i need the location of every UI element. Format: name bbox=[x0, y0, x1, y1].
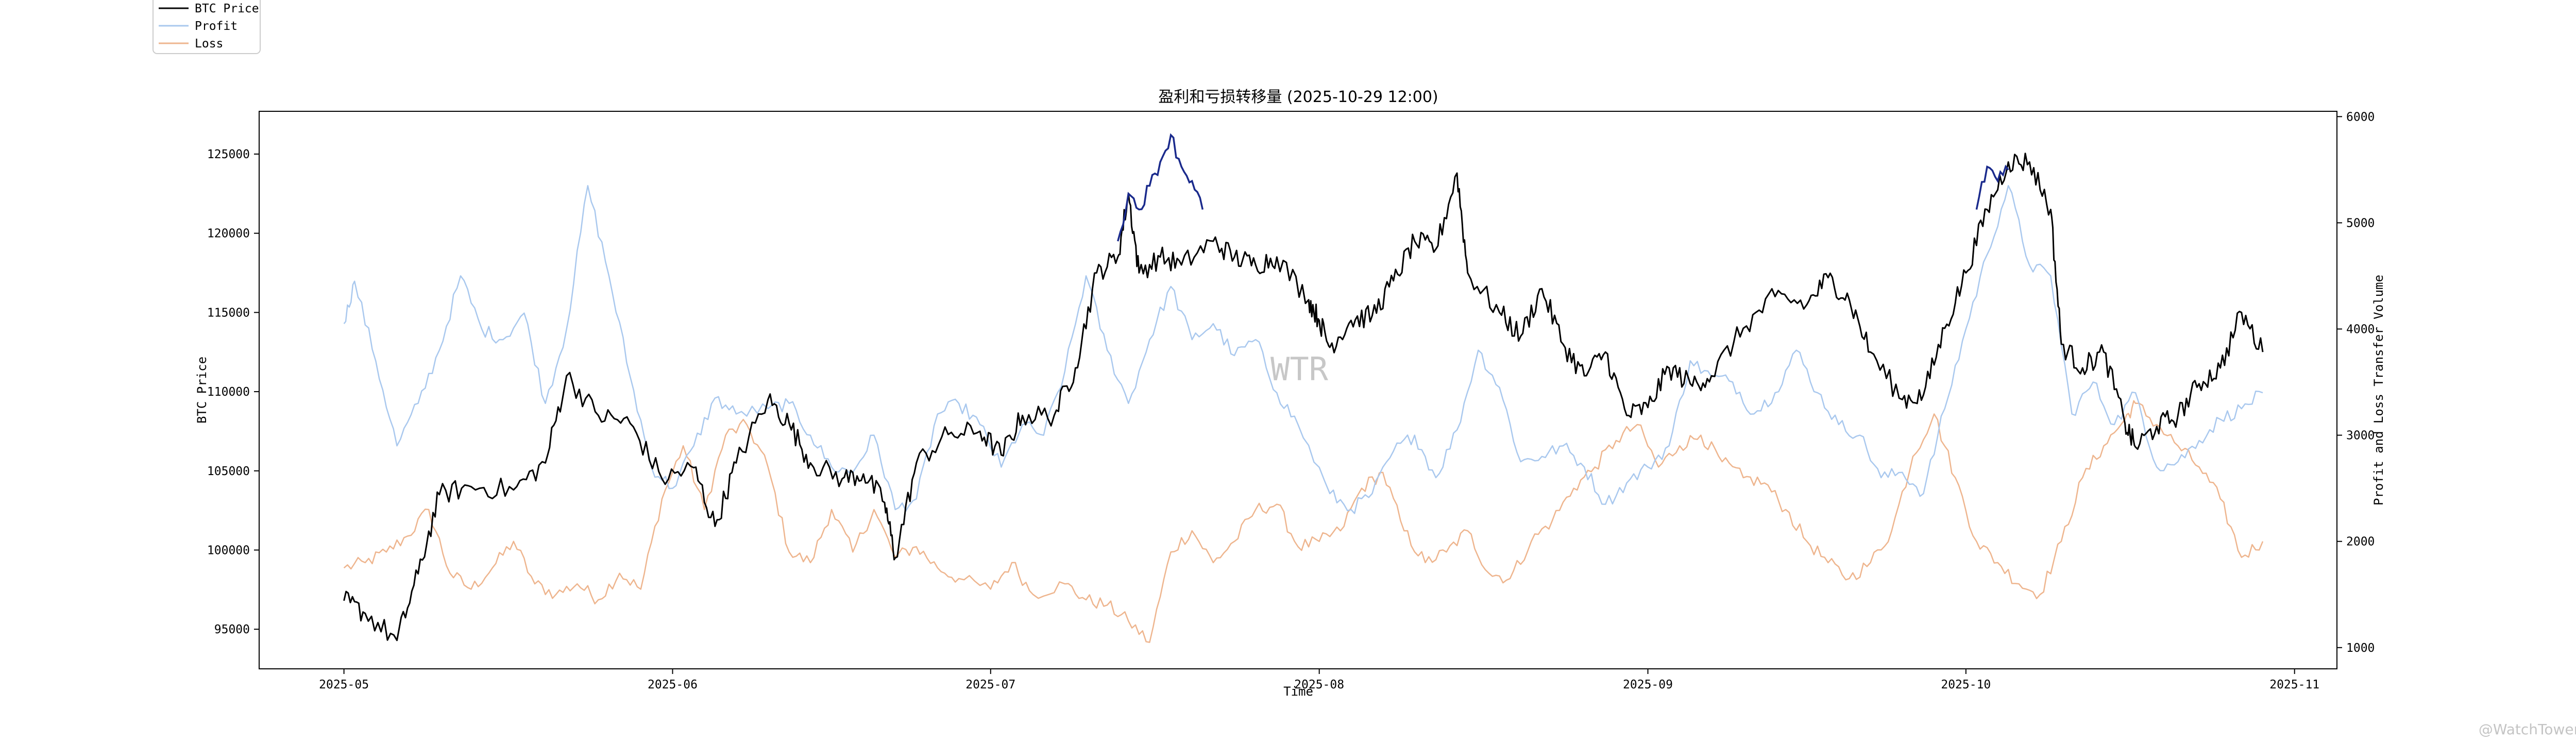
y-right-tick-label: 4000 bbox=[2346, 323, 2375, 336]
y-right-tick-label: 2000 bbox=[2346, 535, 2375, 549]
series-line-profit bbox=[343, 185, 2263, 514]
legend: BTC Price Profit Loss bbox=[152, 0, 261, 54]
y-left-tick-label: 115000 bbox=[207, 306, 250, 319]
y-left-tick-label: 95000 bbox=[214, 623, 250, 636]
x-tick-label: 2025-07 bbox=[965, 678, 1015, 692]
y-right-tick-label: 5000 bbox=[2346, 216, 2375, 230]
x-axis-label: Time bbox=[1283, 684, 1313, 699]
legend-label-price: BTC Price bbox=[195, 2, 259, 15]
chart-title: 盈利和亏损转移量 (2025-10-29 12:00) bbox=[1158, 88, 1438, 106]
y-left-tick-label: 125000 bbox=[207, 148, 250, 161]
series-line-loss bbox=[343, 400, 2264, 643]
series-line-btc-price bbox=[343, 153, 2264, 642]
y-left-tick-label: 105000 bbox=[207, 465, 250, 478]
x-tick-label: 2025-05 bbox=[319, 678, 369, 692]
x-tick-label: 2025-06 bbox=[648, 678, 698, 692]
ticks-layer: 2025-05 2025-06 2025-07 2025-08 2025-09 2025-… bbox=[207, 110, 2375, 692]
y-left-tick-label: 100000 bbox=[207, 544, 250, 557]
y-right-tick-label: 3000 bbox=[2346, 429, 2375, 443]
watermark: WTR bbox=[1270, 350, 1329, 388]
legend-label-profit: Profit bbox=[195, 20, 238, 33]
x-tick-label: 2025-11 bbox=[2269, 678, 2319, 692]
y-left-tick-label: 120000 bbox=[207, 227, 250, 241]
y-left-tick-label: 110000 bbox=[207, 385, 250, 399]
y-right-tick-label: 1000 bbox=[2346, 642, 2375, 655]
y-axis-label-left: BTC Price bbox=[195, 357, 209, 424]
legend-frame bbox=[152, 0, 261, 54]
plot-frame bbox=[259, 111, 2337, 669]
price-highlight-segment-1 bbox=[1117, 133, 1204, 242]
x-tick-label: 2025-09 bbox=[1623, 678, 1673, 692]
x-tick-label: 2025-08 bbox=[1294, 678, 1344, 692]
series-layer bbox=[343, 133, 2264, 643]
legend-label-loss: Loss bbox=[195, 37, 223, 50]
y-right-tick-label: 6000 bbox=[2346, 110, 2375, 124]
y-axis-label-right: Profit and Loss Transfer Volume bbox=[2371, 275, 2386, 505]
x-tick-label: 2025-10 bbox=[1941, 678, 1991, 692]
price-highlight-segment-2 bbox=[1975, 164, 2009, 210]
corner-watermark: @WatchTowerw bbox=[2479, 721, 2576, 738]
